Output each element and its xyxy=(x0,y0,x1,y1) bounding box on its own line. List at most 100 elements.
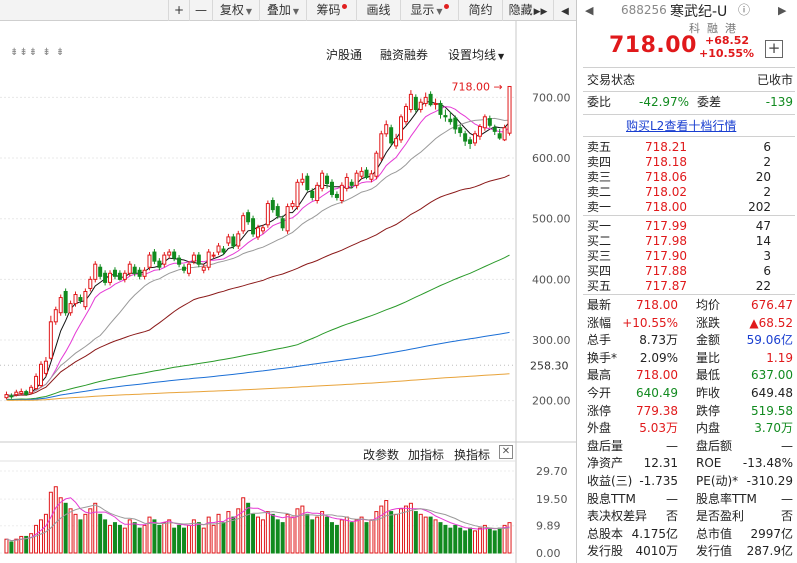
stat-value: — xyxy=(666,438,678,453)
sell-level-volume: 6 xyxy=(763,140,771,154)
volume-bar xyxy=(339,519,344,554)
volume-bar xyxy=(482,524,487,554)
candle-up xyxy=(320,172,325,189)
close-indicator-icon[interactable]: ✕ xyxy=(499,445,513,459)
candle-down xyxy=(251,218,256,235)
chouma-button[interactable]: 筹码 xyxy=(306,0,356,21)
volume-bar xyxy=(364,522,369,554)
divider xyxy=(583,67,795,68)
stat-row: 最新 718.00 均价 676.47 xyxy=(587,298,793,313)
divider xyxy=(583,114,795,115)
buy-level-row[interactable]: 买一 717.99 47 xyxy=(587,219,793,233)
rzrq-button[interactable]: 融资融券 xyxy=(380,48,429,62)
indicator-params-button[interactable]: 改参数 xyxy=(363,448,400,462)
candle-down xyxy=(310,190,315,198)
stat-value: 4.175亿 xyxy=(631,526,678,541)
zoom-out-button[interactable]: — xyxy=(189,0,212,21)
candle-down xyxy=(196,254,201,265)
volume-bar xyxy=(285,513,290,554)
candle-up xyxy=(418,101,423,111)
candle-down xyxy=(428,93,433,106)
volume-bar xyxy=(221,522,226,554)
sell-level-row[interactable]: 卖一 718.00 202 xyxy=(587,200,793,214)
xianshi-dropdown[interactable]: 显示 ▼ xyxy=(400,0,458,21)
prev-stock-icon[interactable]: ◀ xyxy=(585,4,594,17)
switch-indicator-button[interactable]: 换指标 xyxy=(454,448,491,462)
quote-panel: ◀ ▶ 688256 寒武纪-U ⓘ 科 融 港 718.00 +68.52 +… xyxy=(576,0,797,563)
candle-up xyxy=(48,321,53,359)
volume-bar xyxy=(349,522,354,554)
candle-up xyxy=(408,93,413,111)
volume-bar xyxy=(216,513,221,554)
candle-down xyxy=(389,127,394,144)
stat-value: 676.47 xyxy=(751,298,793,312)
stat-label: 量比 xyxy=(696,350,721,365)
buy-level-row[interactable]: 买五 717.87 22 xyxy=(587,279,793,293)
volume-bar xyxy=(29,533,34,554)
candle-up xyxy=(295,181,300,208)
add-indicator-button[interactable]: 加指标 xyxy=(408,448,445,462)
sell-level-row[interactable]: 卖二 718.02 2 xyxy=(587,185,793,199)
buy-level-row[interactable]: 买四 717.88 6 xyxy=(587,264,793,278)
candle-up xyxy=(285,206,290,232)
candle-down xyxy=(280,218,285,229)
sell-level-volume: 2 xyxy=(763,185,771,199)
buy-level-row[interactable]: 买二 717.98 14 xyxy=(587,234,793,248)
sell-level-row[interactable]: 卖三 718.06 20 xyxy=(587,170,793,184)
stat-label: 总市值 xyxy=(696,526,733,541)
candle-up xyxy=(482,116,487,129)
volume-bar xyxy=(428,516,433,554)
volume-bar xyxy=(127,519,132,554)
fuquan-dropdown[interactable]: 复权 ▼ xyxy=(212,0,259,21)
info-icon[interactable]: ⓘ xyxy=(738,3,751,17)
price-axis-label: 400.00 xyxy=(532,273,571,286)
hgt-button[interactable]: 沪股通 xyxy=(326,48,363,62)
buy-level-row[interactable]: 买三 717.90 3 xyxy=(587,249,793,263)
stat-label: 涨停 xyxy=(587,403,612,418)
volume-bar xyxy=(433,519,438,554)
diejia-dropdown[interactable]: 叠加 ▼ xyxy=(259,0,306,21)
stat-value: 649.48 xyxy=(751,386,793,400)
next-stock-icon[interactable]: ▶ xyxy=(778,4,787,17)
divider xyxy=(583,136,795,137)
candle-up xyxy=(265,203,270,226)
stat-value: 519.58 xyxy=(751,403,793,418)
zoom-in-button[interactable]: + xyxy=(168,0,189,21)
candle-down xyxy=(364,169,369,178)
stock-name: 寒武纪-U xyxy=(670,4,728,20)
jianyue-button[interactable]: 简约 xyxy=(458,0,502,21)
chevron-left-icon: ◀ xyxy=(561,6,569,17)
volume-bar xyxy=(260,519,265,554)
stat-value: 637.00 xyxy=(751,368,793,383)
collapse-panel-button[interactable]: ◀ xyxy=(553,0,576,21)
yincang-button[interactable]: 隐藏▶▶ xyxy=(502,0,553,21)
stat-value: 1.19 xyxy=(766,350,793,365)
volume-bar xyxy=(103,519,108,554)
volume-bar xyxy=(290,516,295,554)
stat-row: 表决权差异 否 是否盈利 否 xyxy=(587,509,793,524)
sell-level-label: 卖一 xyxy=(587,200,612,214)
kline-chart[interactable]: 700.00 600.00 500.00 400.00 300.00 200.00 258.… xyxy=(0,21,576,563)
candle-up xyxy=(201,266,206,271)
buy-level-price: 717.90 xyxy=(645,249,687,263)
candle-down xyxy=(112,269,117,277)
ma10-line xyxy=(6,106,510,397)
volume-bar xyxy=(389,511,394,554)
add-watchlist-button[interactable]: + xyxy=(765,40,783,58)
candle-down xyxy=(63,290,68,314)
volume-bar xyxy=(137,527,142,554)
l2-upgrade-link[interactable]: 购买L2查看十档行情 xyxy=(626,119,737,133)
volume-bar xyxy=(19,535,24,554)
sell-level-row[interactable]: 卖五 718.21 6 xyxy=(587,140,793,154)
volume-ma5-line xyxy=(6,497,510,542)
ma30-line xyxy=(6,174,510,397)
candle-up xyxy=(473,133,478,144)
volume-bar xyxy=(48,491,53,554)
huaxian-button[interactable]: 画线 xyxy=(356,0,400,21)
candle-down xyxy=(98,266,103,277)
ma60-line xyxy=(6,254,510,401)
ma-settings-button[interactable]: 设置均线 ▼ xyxy=(448,46,504,63)
sell-level-row[interactable]: 卖四 718.18 2 xyxy=(587,155,793,169)
volume-bar xyxy=(310,519,315,554)
event-markers[interactable]: ⇟⇟⇟ ⇟ ⇟ xyxy=(10,47,66,58)
